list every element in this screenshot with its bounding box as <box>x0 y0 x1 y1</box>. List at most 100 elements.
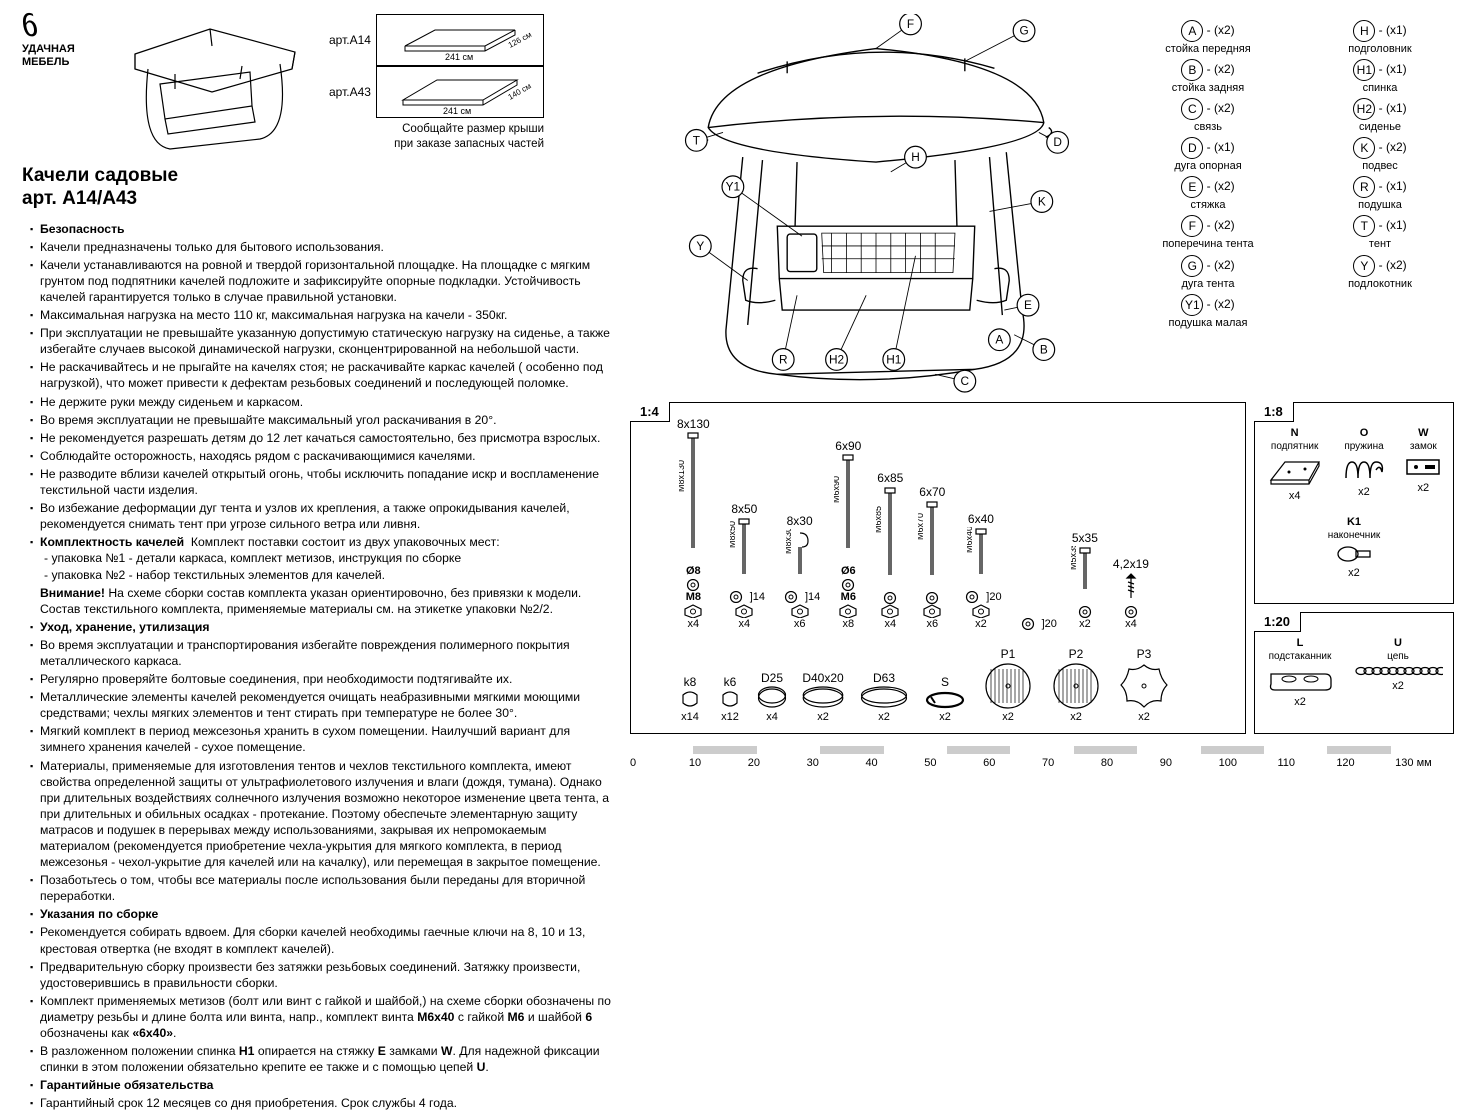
safety-item-5: Не держите руки между сиденьем и каркасо… <box>30 394 612 410</box>
cap-D63: D63x2 <box>859 671 909 725</box>
svg-text:M6x85: M6x85 <box>876 506 883 533</box>
ruler: 0102030405060708090100110120130 мм <box>630 746 1454 780</box>
svg-text:M6x40: M6x40 <box>967 527 974 553</box>
variant-a43-label: арт.А43 <box>329 85 371 99</box>
side-part-K1: K1наконечникx2 <box>1328 516 1381 579</box>
side-part-U: Uцепьx2 <box>1353 637 1443 708</box>
bolt-6x40: 6x40 M6x40 ]20 x2 <box>960 512 1001 631</box>
kit-sub-1: - упаковка №2 - набор текстильных элемен… <box>44 567 612 583</box>
bolt-6x90: 6x90 M6x90 Ø6 M6 x8 <box>834 439 862 631</box>
svg-text:E: E <box>1024 298 1032 312</box>
care-item-0: Во время эксплуатации и транспортировани… <box>30 637 612 669</box>
safety-item-1: Качели устанавливаются на ровной и тверд… <box>30 257 612 305</box>
svg-text:M5x35: M5x35 <box>1071 546 1078 570</box>
ruler-tick-70: 70 <box>1042 757 1101 769</box>
variant-panel: арт.А14 241 см 126 см арт.А43 <box>328 14 612 152</box>
scale-1-20: 1:20 <box>1254 612 1301 632</box>
part-Y: Y - (x2) подлокотник <box>1306 255 1454 290</box>
care-item-2: Металлические элементы качелей рекоменду… <box>30 689 612 721</box>
care-item-4: Материалы, применяемые для изготовления … <box>30 758 612 871</box>
part-C: C - (x2) связь <box>1134 98 1282 133</box>
svg-text:R: R <box>779 352 788 366</box>
safety-item-8: Соблюдайте осторожность, находясь рядом … <box>30 448 612 464</box>
part-H: H - (x1) подголовник <box>1306 20 1454 55</box>
cap-k6: k6x12 <box>717 675 743 725</box>
variant-a43-width: 241 см <box>443 106 471 114</box>
ruler-tick-130: 130 мм <box>1395 757 1454 769</box>
variant-a14-box: арт.А14 241 см 126 см <box>376 14 544 66</box>
part-A: A - (x2) стойка передняя <box>1134 20 1282 55</box>
variant-note-2: при заказе запасных частей <box>394 138 544 150</box>
safety-item-10: Во избежание деформации дуг тента и узло… <box>30 500 612 532</box>
part-F: F - (x2) поперечина тента <box>1134 215 1282 250</box>
svg-text:B: B <box>1040 343 1048 357</box>
svg-text:K: K <box>1038 194 1046 208</box>
svg-text:Y1: Y1 <box>726 180 740 194</box>
care-heading: Уход, хранение, утилизация <box>30 619 612 635</box>
cap-P2: P2x2 <box>1049 647 1103 725</box>
svg-text:C: C <box>961 374 970 388</box>
bolts-row: 8x130 M8x130 Ø8 M8 x4 8x50 M8x50 <box>641 417 1235 631</box>
safety-item-3: При эксплуатации не превышайте указанную… <box>30 325 612 357</box>
bolt-5x35: 5x35 M5x35 x2 <box>1071 531 1099 631</box>
asm-heading: Указания по сборке <box>30 906 612 922</box>
scale-1-8: 1:8 <box>1254 402 1294 422</box>
part-D: D - (x1) дуга опорная <box>1134 137 1282 172</box>
safety-item-6: Во время эксплуатации не превышайте макс… <box>30 412 612 428</box>
ruler-tick-80: 80 <box>1101 757 1160 769</box>
cap-k8: k8x14 <box>677 675 703 725</box>
ruler-tick-20: 20 <box>748 757 807 769</box>
bolt-6x85: 6x85 M6x85 x4 <box>876 471 904 631</box>
left-column: ∂ УДАЧНАЯ МЕБЕЛЬ арт.А14 <box>22 14 612 990</box>
svg-text:M8x130: M8x130 <box>679 460 686 492</box>
care-item-1: Регулярно проверяйте болтовые соединения… <box>30 671 612 687</box>
part-E: E - (x2) стяжка <box>1134 176 1282 211</box>
logo-mark: ∂ <box>22 14 38 36</box>
bolt-6x70: 6x70 M6x70 x6 <box>918 485 946 631</box>
hardware-area: 1:4 8x130 M8x130 Ø8 M8 x4 8x50 M8x50 <box>630 402 1454 734</box>
svg-text:M8x50: M8x50 <box>730 521 737 548</box>
part-Y1: Y1 - (x2) подушка малая <box>1134 294 1282 329</box>
cap-D25: D25x4 <box>757 671 787 725</box>
part-H2: H2 - (x1) сиденье <box>1306 98 1454 133</box>
cap-P1: P1x2 <box>981 647 1035 725</box>
bolt-extra-7: ]20 <box>1016 578 1057 631</box>
ruler-tick-110: 110 <box>1277 757 1336 769</box>
brand-line-1: УДАЧНАЯ <box>22 43 75 55</box>
kit-sub-0: - упаковка №1 - детали каркаса, комплект… <box>44 550 612 566</box>
svg-text:M6x70: M6x70 <box>918 513 925 540</box>
asm-item-3: В разложенном положении спинка H1 опирае… <box>30 1043 612 1075</box>
warranty-item-0: Гарантийный срок 12 месяцев со дня приоб… <box>30 1095 612 1111</box>
right-column: F G T H D Y1 K Y E R H2 H1 A B C A - (x2… <box>630 14 1454 990</box>
svg-text:F: F <box>907 17 914 31</box>
svg-text:A: A <box>995 333 1003 347</box>
text-body: Безопасность Качели предназначены только … <box>22 221 612 1111</box>
cap-P3: P3x2 <box>1117 647 1171 725</box>
ruler-tick-60: 60 <box>983 757 1042 769</box>
part-K: K - (x2) подвес <box>1306 137 1454 172</box>
safety-heading: Безопасность <box>30 221 612 237</box>
caps-row: k8x14 k6x12 D25x4 D40x20x2 D63x2 Sx2 P1x… <box>641 647 1235 725</box>
asm-item-1: Предварительную сборку произвести без за… <box>30 959 612 991</box>
bolt-8x50: 8x50 M8x50 ]14 x4 <box>724 502 765 631</box>
side-part-L: Lподстаканникx2 <box>1265 637 1335 708</box>
ruler-tick-40: 40 <box>865 757 924 769</box>
variant-a43-depth: 140 см <box>507 81 533 101</box>
side-part-N: Nподпятникx4 <box>1265 427 1325 502</box>
part-B: B - (x2) стойка задняя <box>1134 59 1282 94</box>
kit-heading: Комплектность качелей Комплект поставки … <box>30 534 612 616</box>
product-isometric-drawing <box>120 14 310 159</box>
svg-text:Y: Y <box>696 239 704 253</box>
brand-logo: ∂ УДАЧНАЯ МЕБЕЛЬ <box>22 14 102 68</box>
header-row: ∂ УДАЧНАЯ МЕБЕЛЬ арт.А14 <box>22 14 612 159</box>
ruler-tick-0: 0 <box>630 757 689 769</box>
safety-item-0: Качели предназначены только для бытового… <box>30 239 612 255</box>
variant-note-1: Сообщайте размер крыши <box>402 123 544 135</box>
ruler-tick-10: 10 <box>689 757 748 769</box>
bolt-4,2x19: 4,2x19 x4 <box>1113 557 1149 631</box>
svg-text:H2: H2 <box>829 352 844 366</box>
variant-a14-depth: 126 см <box>507 30 533 50</box>
ruler-tick-50: 50 <box>924 757 983 769</box>
part-H1: H1 - (x1) спинка <box>1306 59 1454 94</box>
safety-item-2: Максимальная нагрузка на место 110 кг, м… <box>30 307 612 323</box>
